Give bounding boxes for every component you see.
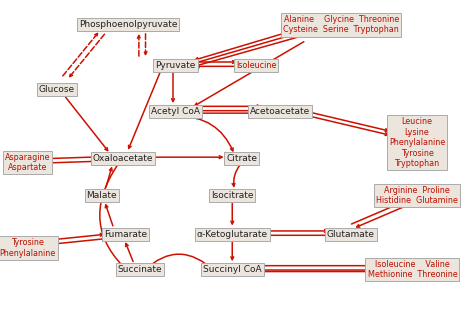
Text: Glutamate: Glutamate — [327, 229, 375, 239]
Text: Citrate: Citrate — [226, 153, 257, 163]
Text: Malate: Malate — [87, 191, 117, 200]
Text: Isocitrate: Isocitrate — [211, 191, 254, 200]
Text: Phosphoenolpyruvate: Phosphoenolpyruvate — [79, 20, 177, 29]
Text: Isoleucine    Valine
Methionine  Threonine: Isoleucine Valine Methionine Threonine — [367, 260, 457, 279]
Text: Oxaloacetate: Oxaloacetate — [93, 153, 154, 163]
Text: Acetoacetate: Acetoacetate — [249, 107, 310, 116]
Text: α-Ketoglutarate: α-Ketoglutarate — [197, 229, 268, 239]
Text: Succinyl CoA: Succinyl CoA — [203, 265, 262, 274]
Text: Arginine  Proline
Histidine  Glutamine: Arginine Proline Histidine Glutamine — [376, 186, 458, 205]
Text: Fumarate: Fumarate — [104, 229, 147, 239]
Text: Tyrosine
Phenylalanine: Tyrosine Phenylalanine — [0, 238, 55, 258]
Text: Leucine
Lysine
Phenylalanine
Tyrosine
Tryptophan: Leucine Lysine Phenylalanine Tyrosine Tr… — [389, 117, 445, 168]
Text: Acetyl CoA: Acetyl CoA — [151, 107, 200, 116]
Text: Isoleucine: Isoleucine — [236, 60, 276, 70]
Text: Alanine    Glycine  Threonine
Cysteine  Serine  Tryptophan: Alanine Glycine Threonine Cysteine Serin… — [283, 15, 399, 34]
Text: Succinate: Succinate — [118, 265, 162, 274]
Text: Asparagine
Aspartate: Asparagine Aspartate — [5, 153, 50, 172]
Text: Glucose: Glucose — [39, 85, 75, 95]
Text: Pyruvate: Pyruvate — [155, 60, 196, 70]
